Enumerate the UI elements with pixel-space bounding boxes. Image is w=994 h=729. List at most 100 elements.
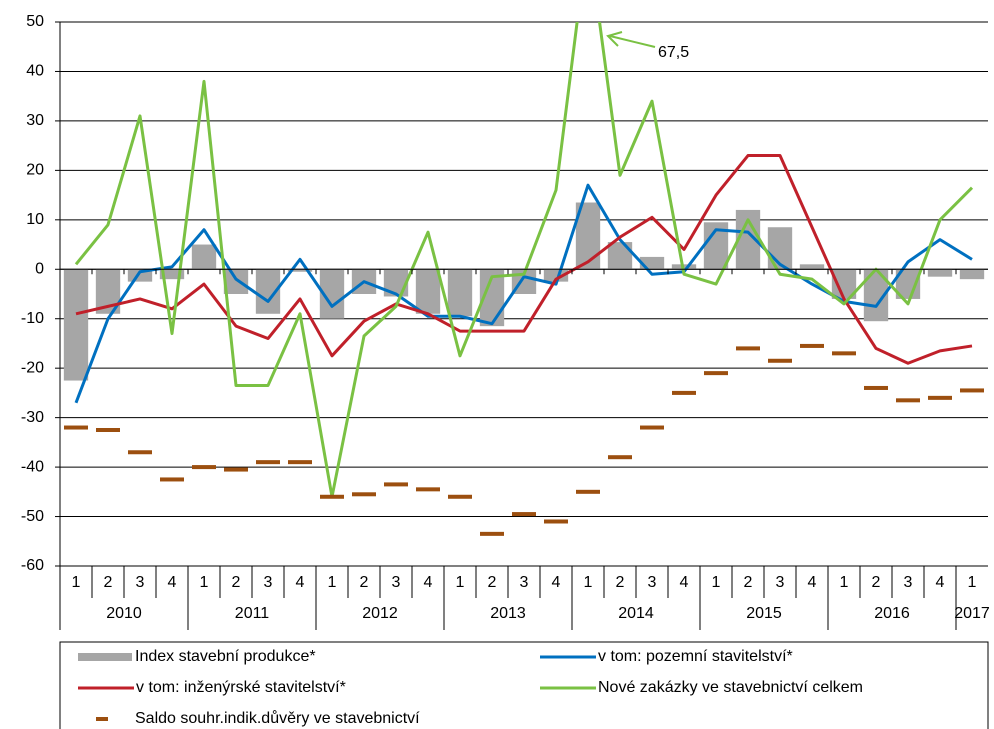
marker: [704, 371, 728, 376]
x-tick-label: 1: [456, 574, 465, 591]
x-tick-label: 4: [680, 574, 689, 591]
lines: [64, 22, 984, 536]
bar: [287, 269, 313, 272]
x-group-label: 2014: [618, 605, 654, 622]
marker: [96, 428, 120, 432]
x-group-label: 2015: [746, 605, 782, 622]
bar: [415, 269, 441, 314]
line: [75, 154, 973, 365]
marker: [928, 395, 952, 400]
annotation-arrowhead: [606, 31, 623, 47]
marker: [192, 465, 216, 470]
x-tick-label: 3: [136, 574, 145, 591]
x-tick-label: 4: [808, 574, 817, 591]
marker: [800, 343, 824, 348]
y-tick-label: 40: [26, 63, 44, 80]
marker: [832, 351, 856, 356]
y-tick-label: 50: [26, 13, 44, 30]
bar: [447, 269, 473, 317]
x-tick-label: 2: [488, 574, 497, 591]
x-group-label: 2010: [106, 605, 142, 622]
y-tick-label: -20: [21, 359, 44, 376]
marker: [544, 519, 568, 524]
bar: [607, 242, 633, 270]
x-tick-label: 4: [168, 574, 177, 591]
legend-label: Index stavební produkce*: [135, 648, 316, 665]
x-tick-label: 2: [232, 574, 241, 591]
x-tick-label: 4: [424, 574, 433, 591]
legend-label: v tom: inženýrské stavitelství*: [136, 679, 346, 696]
x-tick-label: 1: [328, 574, 337, 591]
marker: [256, 460, 280, 465]
x-tick-label: 2: [360, 574, 369, 591]
marker: [736, 346, 760, 351]
marker: [320, 494, 344, 499]
bar: [159, 269, 185, 280]
x-tick-label: 2: [104, 574, 113, 591]
marker: [416, 487, 440, 492]
bar: [543, 269, 569, 282]
x-group-label: 2011: [235, 605, 270, 622]
marker: [896, 398, 920, 403]
bar: [959, 269, 985, 280]
y-tick-label: -50: [21, 508, 44, 525]
x-tick-label: 1: [712, 574, 721, 591]
legend-swatch: [78, 653, 132, 661]
legend-box: [59, 641, 989, 729]
x-tick-label: 1: [968, 574, 977, 591]
marker: [352, 492, 376, 497]
marker: [576, 489, 600, 494]
x-tick-label: 1: [584, 574, 593, 591]
y-tick-label: 10: [26, 211, 44, 228]
bar: [63, 269, 89, 381]
marker: [128, 450, 152, 455]
x-tick-label: 3: [392, 574, 401, 591]
x-tick-label: 1: [72, 574, 81, 591]
bar: [927, 269, 953, 277]
x-tick-label: 1: [200, 574, 209, 591]
x-tick-label: 4: [936, 574, 945, 591]
bar: [799, 264, 825, 270]
marker: [640, 425, 664, 430]
x-tick-label: 3: [904, 574, 913, 591]
annotation-arrow: [609, 35, 656, 48]
marker: [384, 482, 408, 487]
marker: [864, 385, 888, 390]
y-tick-label: -30: [21, 409, 44, 426]
y-tick-label: -10: [21, 310, 44, 327]
legend-swatch: [96, 717, 108, 721]
marker: [512, 512, 536, 517]
y-tick-label: 0: [35, 260, 44, 277]
marker: [480, 531, 504, 536]
legend: Index stavební produkce* v tom: pozemní s…: [78, 648, 863, 727]
x-group-label: 2017: [954, 605, 990, 622]
x-tick-label: 4: [552, 574, 561, 591]
marker: [64, 425, 88, 430]
x-group-label: 2016: [874, 605, 910, 622]
line: [74, 22, 974, 499]
marker: [288, 460, 312, 465]
marker: [960, 388, 984, 393]
y-tick-label: 30: [26, 112, 44, 129]
x-tick-label: 2: [616, 574, 625, 591]
marker: [672, 390, 696, 395]
y-tick-label: -40: [21, 458, 44, 475]
legend-label: v tom: pozemní stavitelství*: [598, 648, 793, 665]
axes: -60 -50 -40 -30 -20 -10 0 10 20 30 40 50 1 2 3 4 2010 1 2 3…: [21, 13, 990, 630]
marker: [448, 494, 472, 499]
x-group-label: 2012: [362, 605, 398, 622]
annotation: 67,5: [658, 44, 689, 61]
bar: [191, 244, 217, 270]
marker: [160, 477, 184, 482]
x-tick-label: 1: [840, 574, 849, 591]
line: [74, 183, 973, 404]
marker: [768, 358, 792, 363]
x-tick-label: 2: [872, 574, 881, 591]
x-tick-label: 3: [776, 574, 785, 591]
marker: [608, 455, 632, 460]
x-tick-label: 4: [296, 574, 305, 591]
y-tick-label: 20: [26, 162, 44, 179]
y-tick-label: -60: [21, 557, 44, 574]
bar: [223, 269, 249, 294]
